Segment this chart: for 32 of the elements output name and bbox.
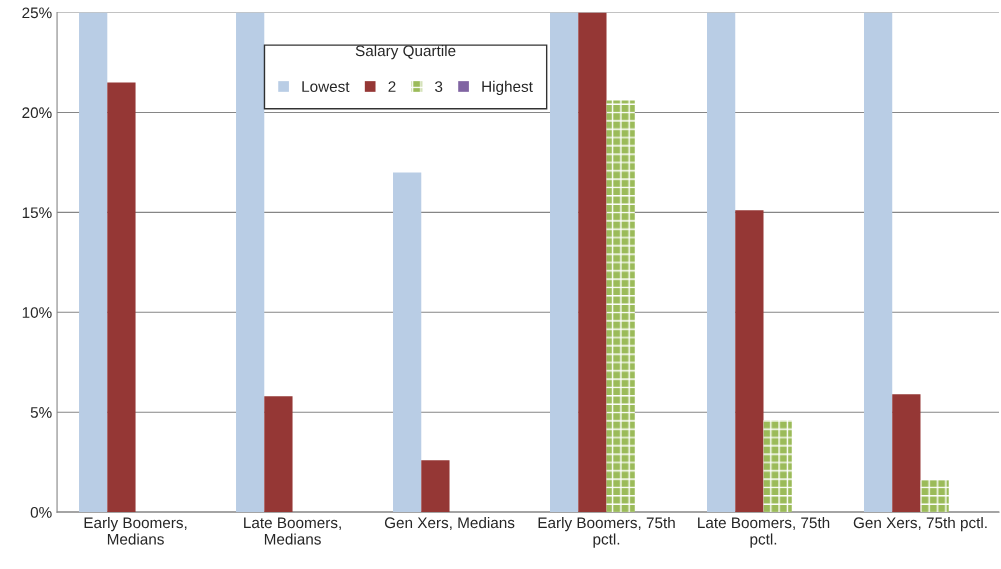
bar — [920, 480, 949, 513]
bar — [735, 210, 764, 513]
x-tick-label: Late Boomers, Medians — [244, 517, 341, 545]
bar — [107, 82, 136, 513]
bar — [578, 12, 607, 513]
legend-label: Highest — [482, 80, 533, 96]
bar — [707, 12, 736, 513]
y-tick-label: 15% — [22, 207, 52, 219]
y-tick-label: 20% — [22, 107, 52, 119]
legend-title: Salary Quartile — [355, 45, 456, 60]
x-tick-label: Gen Xers, Medians — [384, 516, 515, 530]
bar — [393, 172, 422, 513]
y-tick-label: 0% — [30, 506, 52, 518]
legend-label: Lowest — [302, 81, 350, 92]
bar — [236, 12, 265, 513]
bar — [421, 460, 450, 513]
bar — [863, 12, 893, 513]
y-tick-label: 25% — [22, 7, 52, 19]
bar — [550, 12, 579, 513]
x-tick-label: Early Boomers, Medians — [84, 516, 187, 545]
x-tick-label: Gen Xers, 75th pctl. — [853, 516, 987, 532]
bar — [606, 100, 635, 513]
legend-label: 2 — [388, 81, 396, 92]
x-tick-label: Early Boomers, 75th pctl. — [538, 516, 675, 548]
bar — [763, 420, 792, 513]
y-tick-label: 10% — [22, 307, 52, 318]
legend-label: 3 — [435, 81, 443, 92]
bar — [892, 394, 921, 513]
bar — [264, 396, 293, 513]
x-tick-label: Late Boomers, 75th pctl. — [698, 516, 830, 548]
y-tick-label: 5% — [30, 407, 52, 418]
bar — [79, 12, 108, 513]
